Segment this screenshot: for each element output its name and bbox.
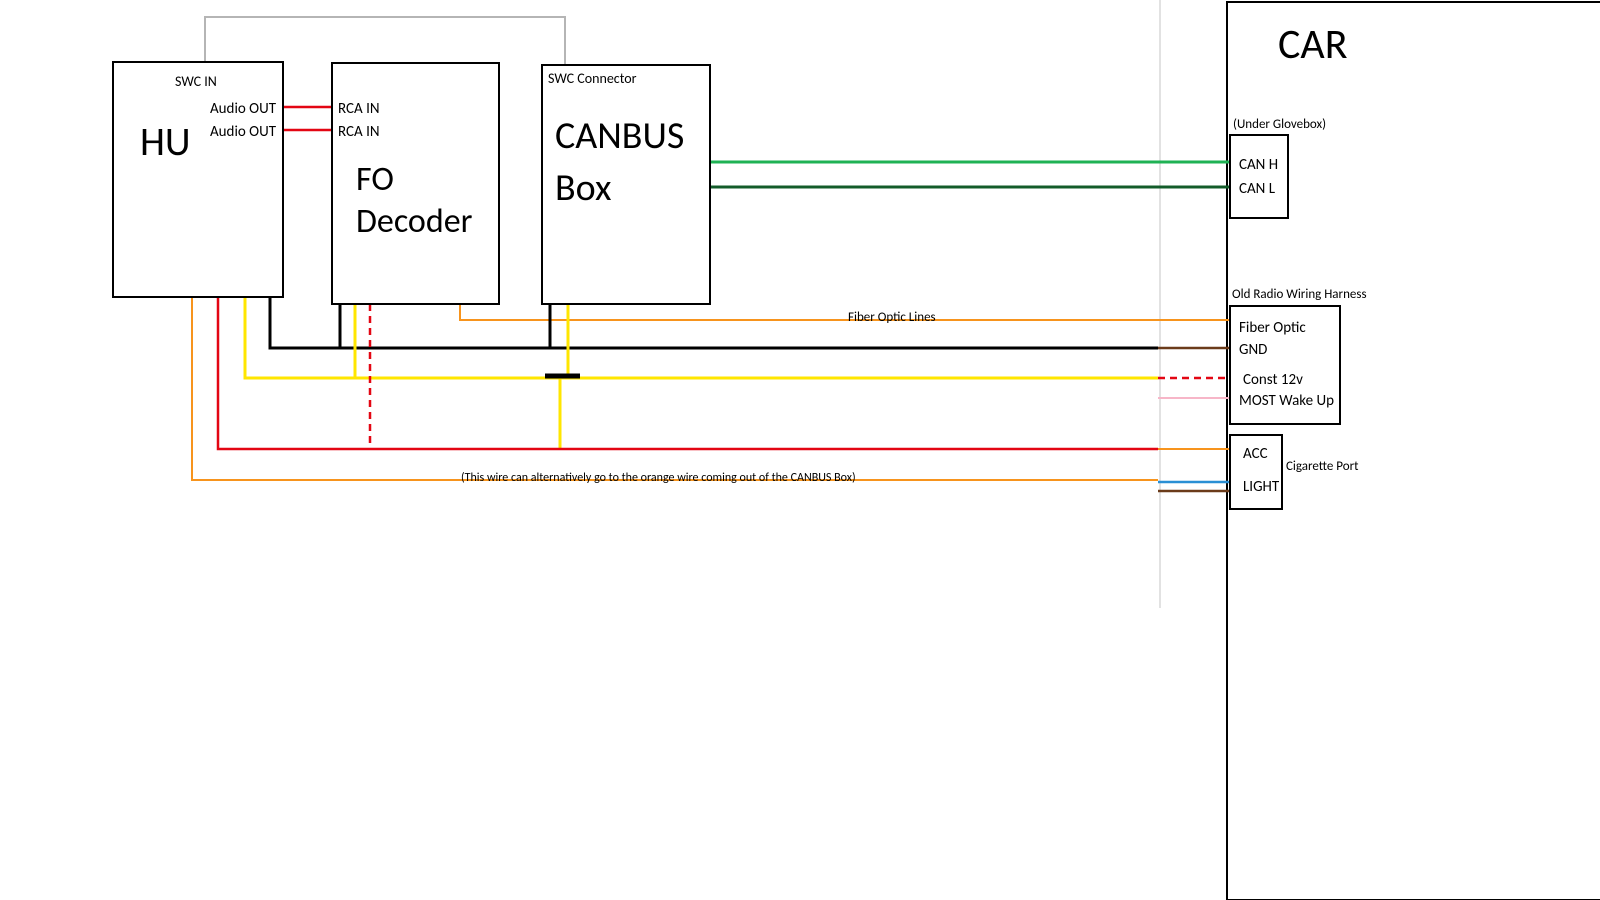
svg-text:CAN H: CAN H (1239, 156, 1278, 174)
svg-text:Decoder: Decoder (356, 201, 473, 242)
svg-text:SWC IN: SWC IN (175, 73, 217, 90)
svg-text:Audio OUT: Audio OUT (210, 123, 277, 141)
svg-text:ACC: ACC (1243, 445, 1268, 463)
svg-text:MOST Wake Up: MOST Wake Up (1239, 392, 1334, 410)
svg-text:CANBUS: CANBUS (555, 113, 684, 159)
svg-text:Audio OUT: Audio OUT (210, 100, 277, 118)
svg-text:Const 12v: Const 12v (1243, 371, 1303, 389)
svg-text:FO: FO (356, 159, 394, 200)
svg-text:Fiber Optic: Fiber Optic (1239, 319, 1306, 337)
svg-text:Cigarette Port: Cigarette Port (1286, 459, 1359, 474)
label-0: Fiber Optic Lines (848, 310, 936, 325)
svg-text:HU: HU (140, 117, 191, 166)
svg-text:CAR: CAR (1278, 19, 1348, 70)
svg-text:(Under Glovebox): (Under Glovebox) (1233, 117, 1326, 132)
svg-text:CAN L: CAN L (1239, 180, 1276, 198)
box-hu (113, 62, 283, 297)
svg-text:GND: GND (1239, 341, 1267, 359)
svg-text:Old Radio Wiring Harness: Old Radio Wiring Harness (1232, 287, 1367, 302)
svg-text:LIGHT: LIGHT (1243, 478, 1280, 496)
box-glovebox (1230, 135, 1288, 218)
svg-text:RCA IN: RCA IN (338, 123, 380, 141)
svg-text:SWC Connector: SWC Connector (548, 70, 637, 87)
label-1: (This wire can alternatively go to the o… (461, 471, 856, 485)
svg-text:Box: Box (555, 165, 612, 211)
wiring-diagram: CAR HU SWC IN Audio OUT Audio OUT FODecoder RC… (0, 0, 1600, 900)
svg-text:RCA IN: RCA IN (338, 100, 380, 118)
